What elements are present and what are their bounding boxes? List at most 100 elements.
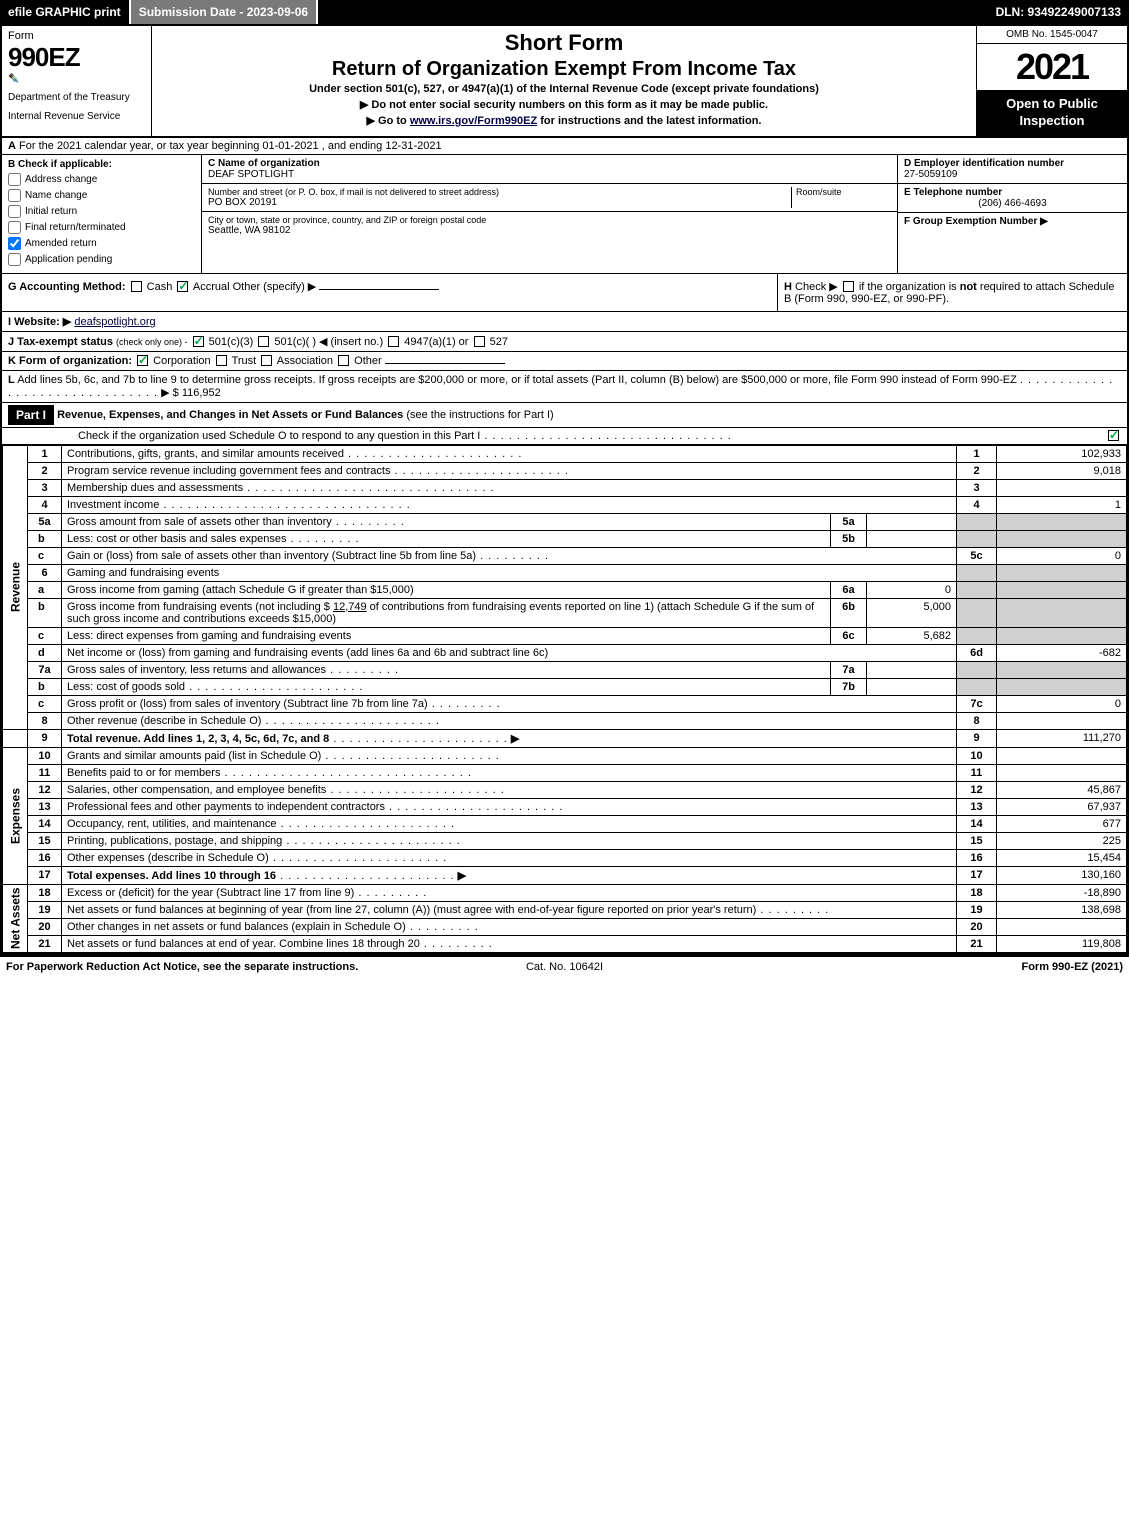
line9-num: 9	[28, 729, 62, 747]
chk-amended[interactable]: Amended return	[8, 237, 195, 250]
line17-val: 130,160	[997, 866, 1127, 884]
j-527: 527	[490, 336, 508, 348]
line17-num: 17	[28, 866, 62, 884]
line1-box: 1	[957, 445, 997, 462]
line7b-valshade	[997, 678, 1127, 695]
line6c-shade	[957, 627, 997, 644]
line20-box: 20	[957, 918, 997, 935]
line4-num: 4	[28, 496, 62, 513]
line6d-num: d	[28, 644, 62, 661]
line20-val	[997, 918, 1127, 935]
goto-link[interactable]: www.irs.gov/Form990EZ	[410, 115, 537, 127]
line10-desc: Grants and similar amounts paid (list in…	[67, 750, 321, 762]
line11-num: 11	[28, 764, 62, 781]
checkbox-amended[interactable]	[8, 237, 21, 250]
h-not: not	[960, 281, 977, 293]
chk-h[interactable]	[843, 281, 854, 292]
form-frame: Form 990EZ ✒️ Department of the Treasury…	[0, 24, 1129, 955]
line19-num: 19	[28, 901, 62, 918]
revenue-side-label: Revenue	[3, 445, 28, 729]
chk-name-change[interactable]: Name change	[8, 189, 195, 202]
line6d-val: -682	[997, 644, 1127, 661]
ein-value: 27-5059109	[904, 169, 1121, 180]
line6b-sb: 6b	[831, 598, 867, 627]
c-name-label: C Name of organization	[208, 158, 320, 169]
label-g: G Accounting Method:	[8, 281, 126, 293]
chk-accrual[interactable]	[177, 281, 188, 292]
line19-box: 19	[957, 901, 997, 918]
line7b-num: b	[28, 678, 62, 695]
chk-final[interactable]: Final return/terminated	[8, 221, 195, 234]
line3-box: 3	[957, 479, 997, 496]
line5a-num: 5a	[28, 513, 62, 530]
chk-assoc[interactable]	[261, 355, 272, 366]
d-tel: E Telephone number (206) 466-4693	[898, 184, 1127, 213]
ein-label: D Employer identification number	[904, 158, 1121, 169]
line6a-shade	[957, 581, 997, 598]
line6c-num: c	[28, 627, 62, 644]
checkbox-name[interactable]	[8, 189, 21, 202]
top-bar: efile GRAPHIC print Submission Date - 20…	[0, 0, 1129, 24]
chk-other[interactable]	[338, 355, 349, 366]
line18-desc: Excess or (deficit) for the year (Subtra…	[67, 887, 354, 899]
line1-val: 102,933	[997, 445, 1127, 462]
chk-schedule-o[interactable]	[1108, 430, 1119, 441]
chk-trust[interactable]	[216, 355, 227, 366]
line5b-sb: 5b	[831, 530, 867, 547]
line14-desc: Occupancy, rent, utilities, and maintena…	[67, 818, 277, 830]
line19-desc: Net assets or fund balances at beginning…	[67, 904, 756, 916]
line15-num: 15	[28, 832, 62, 849]
line17-arrow: ▶	[458, 870, 466, 882]
page-footer: For Paperwork Reduction Act Notice, see …	[0, 955, 1129, 977]
revenue-side-bottom	[3, 729, 28, 747]
chk-address-change[interactable]: Address change	[8, 173, 195, 186]
subtitle: Under section 501(c), 527, or 4947(a)(1)…	[160, 83, 968, 95]
c-addr-row: Number and street (or P. O. box, if mail…	[202, 184, 897, 212]
checkbox-initial[interactable]	[8, 205, 21, 218]
website-link[interactable]: deafspotlight.org	[74, 316, 155, 328]
k-other: Other	[354, 355, 382, 367]
chk-4947[interactable]	[388, 336, 399, 347]
other-label: Other (specify) ▶	[233, 281, 317, 293]
checkbox-address[interactable]	[8, 173, 21, 186]
line7a-shade	[957, 661, 997, 678]
chk-501c3[interactable]	[193, 336, 204, 347]
line11-desc: Benefits paid to or for members	[67, 767, 220, 779]
line16-box: 16	[957, 849, 997, 866]
col-b-hdr: Check if applicable:	[18, 159, 112, 170]
chk-corp[interactable]	[137, 355, 148, 366]
chk-pending[interactable]: Application pending	[8, 253, 195, 266]
checkbox-pending[interactable]	[8, 253, 21, 266]
line3-desc: Membership dues and assessments	[67, 482, 243, 494]
chk-501c[interactable]	[258, 336, 269, 347]
checkbox-final[interactable]	[8, 221, 21, 234]
line6-shade	[957, 564, 997, 581]
chk-cash[interactable]	[131, 281, 142, 292]
line7b-sb: 7b	[831, 678, 867, 695]
expenses-side-label: Expenses	[3, 747, 28, 884]
form-word: Form	[8, 30, 145, 42]
line1-desc: Contributions, gifts, grants, and simila…	[67, 448, 344, 460]
line7c-num: c	[28, 695, 62, 712]
line17-desc: Total expenses. Add lines 10 through 16	[67, 870, 276, 882]
dept-treasury: Department of the Treasury	[8, 92, 145, 103]
k-assoc: Association	[277, 355, 333, 367]
chk-527[interactable]	[474, 336, 485, 347]
label-l: L	[8, 374, 15, 386]
dln: DLN: 93492249007133	[988, 0, 1129, 24]
line7a-sv	[867, 661, 957, 678]
open-inspection: Open to Public Inspection	[977, 90, 1127, 136]
efile-print[interactable]: efile GRAPHIC print	[0, 0, 131, 24]
line16-num: 16	[28, 849, 62, 866]
chk-initial[interactable]: Initial return	[8, 205, 195, 218]
short-form-title: Short Form	[160, 30, 968, 56]
line5a-sv	[867, 513, 957, 530]
row-a: A For the 2021 calendar year, or tax yea…	[2, 138, 1127, 155]
line13-num: 13	[28, 798, 62, 815]
line7b-sv	[867, 678, 957, 695]
part1-header: Part I Revenue, Expenses, and Changes in…	[2, 403, 1127, 428]
line5a-sb: 5a	[831, 513, 867, 530]
label-j: J Tax-exempt status	[8, 336, 113, 348]
tel-label: E Telephone number	[904, 187, 1121, 198]
line6b-amt: 12,749	[333, 601, 367, 613]
